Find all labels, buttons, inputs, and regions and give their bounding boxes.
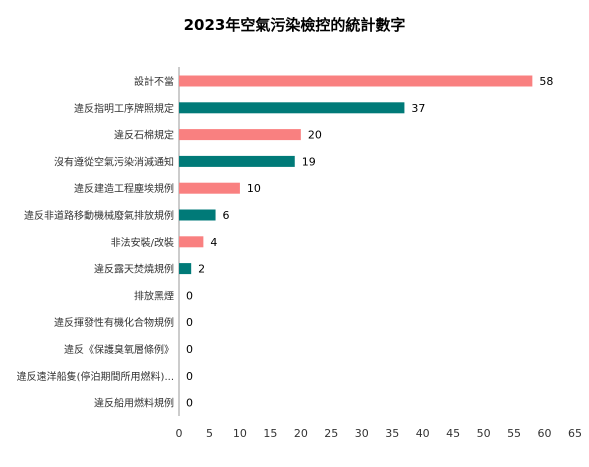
data-label: 6 (223, 209, 230, 222)
bar (179, 102, 405, 114)
category-label: 違反遠洋船隻(停泊期間所用燃料)... (17, 370, 174, 383)
data-label: 4 (210, 236, 217, 249)
x-tick-label: 65 (568, 427, 582, 440)
x-tick-label: 40 (416, 427, 430, 440)
category-label: 沒有遵從空氣污染消減通知 (54, 155, 174, 168)
data-label: 10 (247, 182, 261, 195)
x-tick-label: 55 (507, 427, 521, 440)
bar (179, 75, 533, 87)
bar (179, 263, 192, 275)
data-label: 19 (302, 155, 316, 168)
x-tick-label: 45 (446, 427, 460, 440)
data-label: 0 (186, 289, 193, 302)
category-label: 違反露天焚燒規例 (94, 263, 174, 276)
x-tick-label: 50 (477, 427, 491, 440)
x-tick-label: 15 (263, 427, 277, 440)
category-label: 違反船用燃料規例 (94, 397, 174, 410)
category-label: 排放黑煙 (134, 289, 174, 302)
bar (179, 182, 240, 194)
data-label: 0 (186, 316, 193, 329)
x-tick-label: 35 (385, 427, 399, 440)
bar (179, 155, 295, 167)
category-label: 違反建造工程塵埃規例 (74, 182, 174, 195)
data-label: 58 (539, 75, 553, 88)
bar (179, 236, 204, 248)
chart-title: 2023年空氣污染檢控的統計數字 (183, 16, 406, 34)
category-label: 違反《保護臭氧層條例》 (64, 343, 174, 356)
x-tick-label: 5 (206, 427, 213, 440)
category-label: 違反石棉規定 (114, 129, 174, 142)
x-tick-label: 60 (538, 427, 552, 440)
x-tick-label: 10 (233, 427, 247, 440)
bar (179, 129, 301, 141)
x-tick-label: 25 (324, 427, 338, 440)
category-label: 違反揮發性有機化合物規例 (54, 316, 174, 329)
category-label: 設計不當 (134, 75, 174, 88)
category-label: 違反非道路移動機械廢氣排放規例 (24, 209, 174, 222)
data-label: 0 (186, 370, 193, 383)
category-label: 違反指明工序牌照規定 (74, 102, 174, 115)
data-label: 0 (186, 343, 193, 356)
data-label: 20 (308, 129, 322, 142)
data-label: 0 (186, 397, 193, 410)
x-tick-label: 0 (176, 427, 183, 440)
category-label: 非法安裝/改裝 (111, 236, 174, 249)
x-tick-label: 20 (294, 427, 308, 440)
x-tick-label: 30 (355, 427, 369, 440)
data-label: 37 (411, 102, 425, 115)
bar (179, 209, 216, 221)
data-label: 2 (198, 263, 205, 276)
